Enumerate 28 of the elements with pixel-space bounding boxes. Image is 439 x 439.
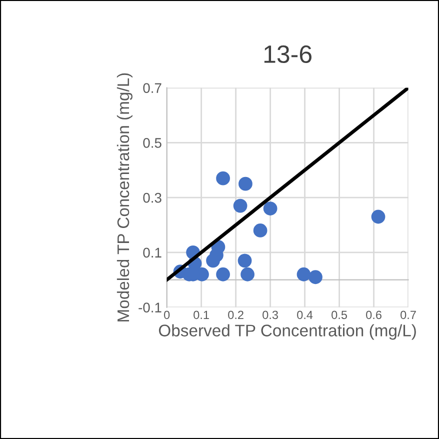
y-tick-label: 0.7 xyxy=(143,83,162,93)
y-tick-label: 0.3 xyxy=(143,192,162,203)
point xyxy=(238,176,252,191)
point xyxy=(296,267,311,282)
point xyxy=(216,171,230,186)
point xyxy=(233,198,248,213)
point xyxy=(240,267,254,282)
y-tick-label: -0.1 xyxy=(138,302,162,312)
x-tick-label: 0.6 xyxy=(366,310,382,320)
point xyxy=(216,267,230,282)
x-tick-label: 0.1 xyxy=(194,310,209,320)
x-tick-label: 0.7 xyxy=(400,310,416,320)
chart-title: 13-6 xyxy=(264,45,312,64)
y-tick-label: 0.1 xyxy=(143,248,162,258)
point xyxy=(206,254,220,268)
point xyxy=(253,224,268,238)
point xyxy=(371,210,386,224)
point xyxy=(308,270,322,284)
x-tick-label: 0.4 xyxy=(297,310,313,320)
x-tick-label: 0.5 xyxy=(332,310,347,320)
x-axis-title: Observed TP Concentration (mg/L) xyxy=(158,324,416,340)
point xyxy=(263,202,278,216)
y-axis-title: Modeled TP Concentration (mg/L) xyxy=(116,73,132,322)
point xyxy=(238,254,252,268)
y-tick-label: 0.5 xyxy=(143,138,162,148)
x-tick-label: 0.3 xyxy=(262,310,278,320)
x-tick-label: 0 xyxy=(164,310,170,320)
x-tick-label: 0.2 xyxy=(228,310,244,320)
